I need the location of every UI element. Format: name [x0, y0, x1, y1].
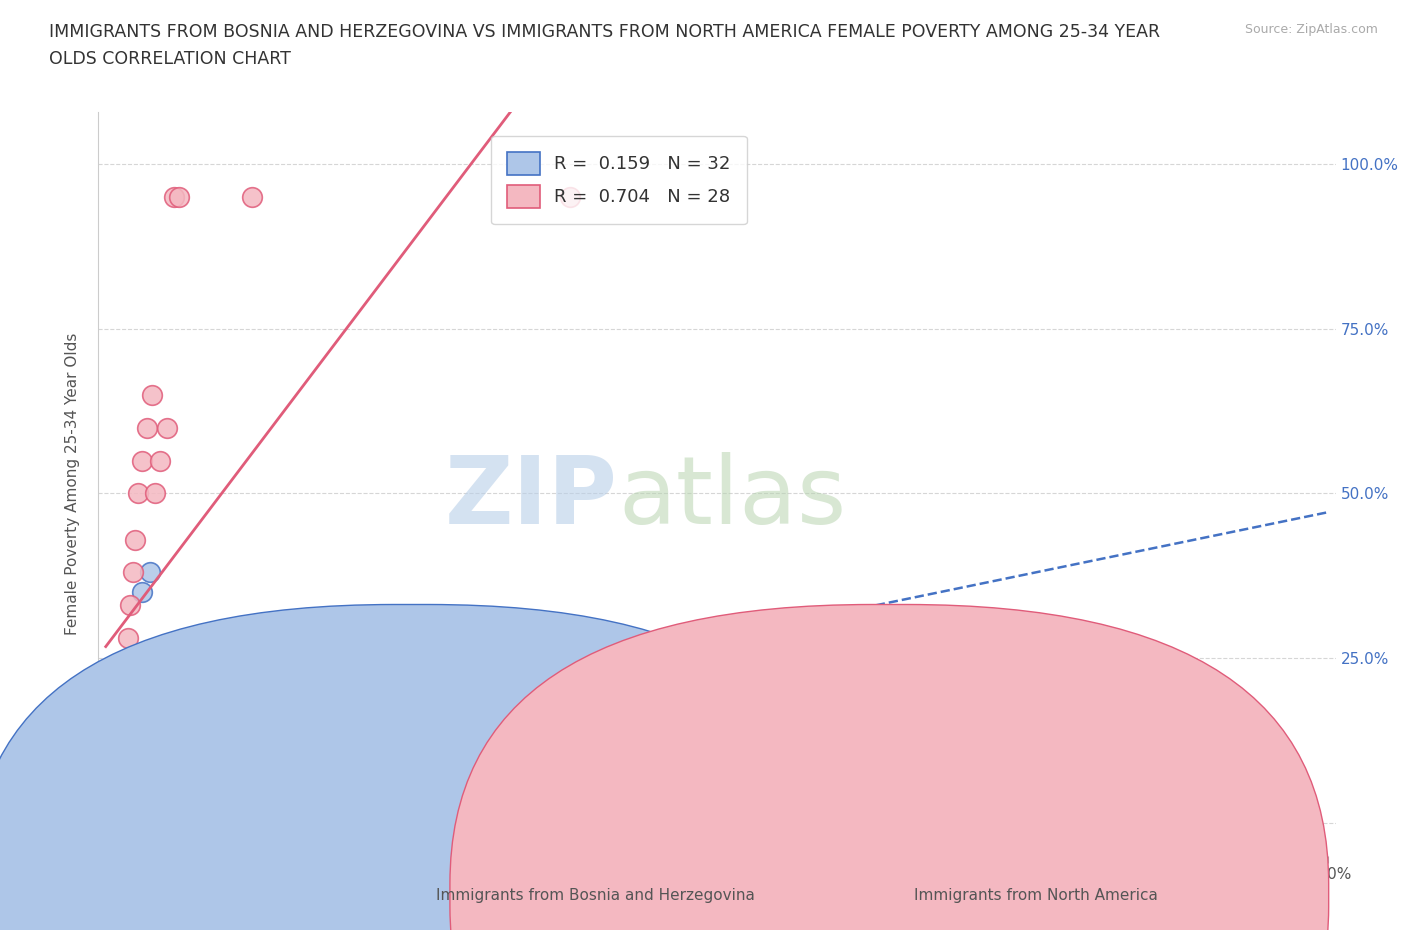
Point	[104, 750, 127, 764]
Point	[136, 420, 159, 435]
Point	[657, 651, 679, 666]
Point	[100, 802, 122, 817]
Point	[127, 763, 149, 777]
Point	[117, 631, 139, 645]
Point	[111, 716, 134, 731]
Point	[114, 756, 136, 771]
Point	[131, 585, 153, 600]
Point	[107, 750, 129, 764]
Point	[101, 750, 124, 764]
Point	[110, 756, 132, 771]
Point	[131, 453, 153, 468]
Text: Immigrants from Bosnia and Herzegovina: Immigrants from Bosnia and Herzegovina	[436, 888, 755, 903]
Point	[101, 776, 124, 790]
Point	[97, 789, 120, 804]
Point	[510, 190, 533, 205]
Text: Source: ZipAtlas.com: Source: ZipAtlas.com	[1244, 23, 1378, 36]
Y-axis label: Female Poverty Among 25-34 Year Olds: Female Poverty Among 25-34 Year Olds	[65, 332, 80, 635]
Text: Immigrants from North America: Immigrants from North America	[914, 888, 1157, 903]
Point	[127, 486, 149, 501]
Point	[101, 776, 124, 790]
Point	[121, 723, 143, 737]
Point	[124, 532, 146, 547]
Point	[111, 684, 134, 698]
Point	[141, 387, 163, 402]
Point	[107, 737, 129, 751]
Point	[100, 789, 122, 804]
Point	[100, 763, 122, 777]
Point	[110, 776, 132, 790]
Point	[100, 782, 122, 797]
Point	[163, 190, 186, 205]
Point	[104, 737, 127, 751]
Point	[242, 190, 264, 205]
Point	[100, 776, 122, 790]
Point	[97, 795, 120, 810]
Point	[97, 782, 120, 797]
Point	[107, 763, 129, 777]
Point	[104, 763, 127, 777]
Point	[148, 453, 170, 468]
Point	[107, 716, 129, 731]
Point	[101, 750, 124, 764]
Point	[101, 763, 124, 777]
Point	[97, 802, 120, 817]
Point	[104, 769, 127, 784]
Point	[156, 420, 179, 435]
Point	[120, 737, 142, 751]
Point	[583, 671, 606, 685]
Point	[110, 737, 132, 751]
Point	[560, 190, 582, 205]
Point	[114, 743, 136, 758]
Point	[110, 697, 132, 711]
Point	[167, 190, 190, 205]
Point	[111, 750, 134, 764]
Point	[114, 671, 136, 685]
Text: ZIP: ZIP	[446, 453, 619, 544]
Point	[107, 782, 129, 797]
Point	[111, 763, 134, 777]
Point	[100, 763, 122, 777]
Point	[101, 795, 124, 810]
Legend: R =  0.159   N = 32, R =  0.704   N = 28: R = 0.159 N = 32, R = 0.704 N = 28	[491, 136, 747, 224]
Text: IMMIGRANTS FROM BOSNIA AND HERZEGOVINA VS IMMIGRANTS FROM NORTH AMERICA FEMALE P: IMMIGRANTS FROM BOSNIA AND HERZEGOVINA V…	[49, 23, 1160, 68]
Text: atlas: atlas	[619, 453, 846, 544]
Point	[104, 789, 127, 804]
Point	[143, 486, 166, 501]
Point	[120, 598, 142, 613]
Point	[97, 795, 120, 810]
Point	[117, 750, 139, 764]
Point	[110, 737, 132, 751]
Point	[139, 565, 162, 580]
Point	[121, 565, 143, 580]
